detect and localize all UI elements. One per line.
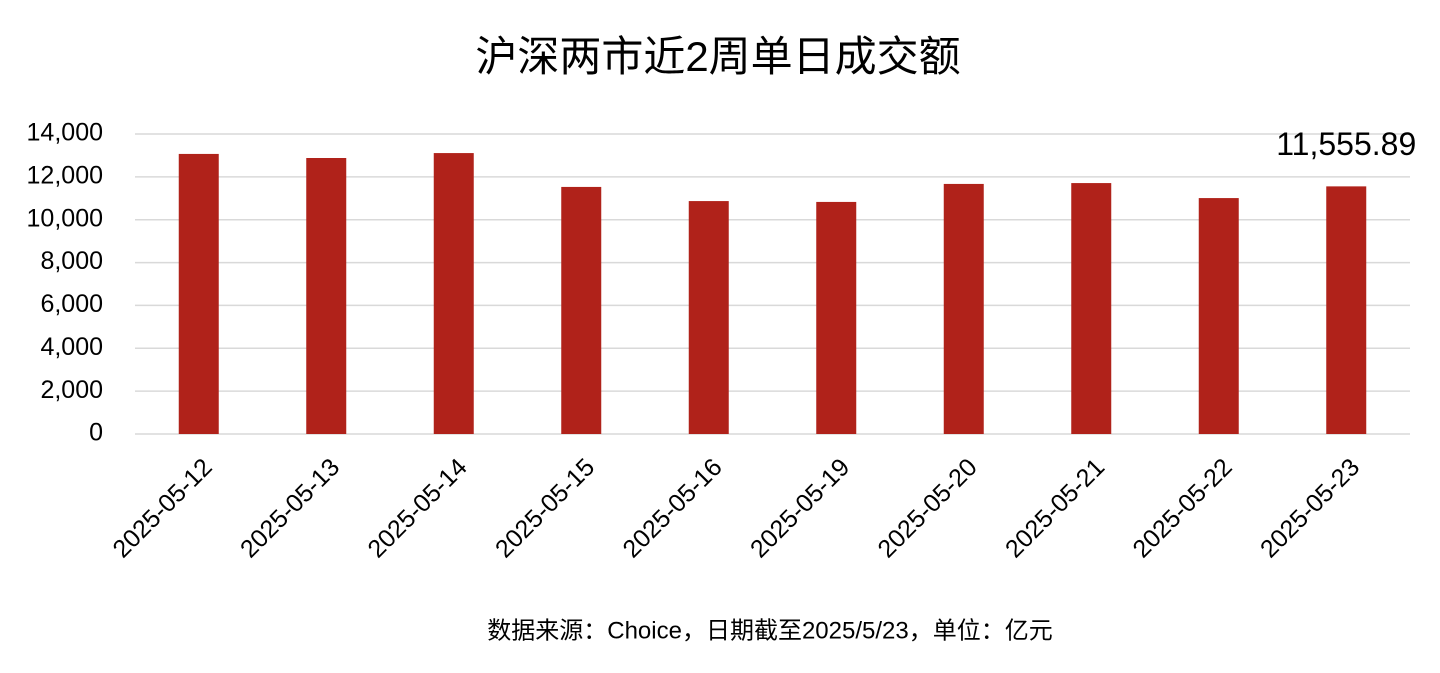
data-label: 11,555.89 <box>1276 126 1416 162</box>
x-tick-label: 2025-05-15 <box>490 453 600 563</box>
bar <box>1198 198 1239 434</box>
bar <box>688 201 729 434</box>
bar <box>1326 186 1367 434</box>
x-tick-label: 2025-05-20 <box>872 453 982 563</box>
x-tick-label: 2025-05-16 <box>617 453 727 563</box>
chart-title: 沪深两市近2周单日成交额 <box>475 33 960 80</box>
x-tick-label: 2025-05-22 <box>1127 453 1237 563</box>
y-tick-label: 8,000 <box>40 247 103 275</box>
x-tick-label: 2025-05-12 <box>107 453 217 563</box>
y-tick-label: 12,000 <box>27 161 103 189</box>
x-tick-label: 2025-05-21 <box>1000 453 1110 563</box>
bar <box>943 183 984 434</box>
y-tick-label: 10,000 <box>27 204 103 232</box>
x-tick-label: 2025-05-23 <box>1255 453 1365 563</box>
x-tick-label: 2025-05-14 <box>362 453 472 563</box>
bar <box>1071 183 1112 434</box>
y-tick-label: 2,000 <box>40 376 103 404</box>
y-tick-label: 4,000 <box>40 333 103 361</box>
bar <box>433 153 474 435</box>
bar <box>561 186 602 434</box>
bar <box>178 153 219 434</box>
x-tick-label: 2025-05-13 <box>235 453 345 563</box>
bar <box>306 158 347 434</box>
y-tick-label: 0 <box>89 419 103 447</box>
y-tick-label: 6,000 <box>40 290 103 318</box>
x-tick-label: 2025-05-19 <box>745 453 855 563</box>
y-tick-label: 14,000 <box>27 119 103 147</box>
source-note: 数据来源：Choice，日期截至2025/5/23，单位：亿元 <box>487 617 1052 644</box>
bar <box>816 201 857 434</box>
